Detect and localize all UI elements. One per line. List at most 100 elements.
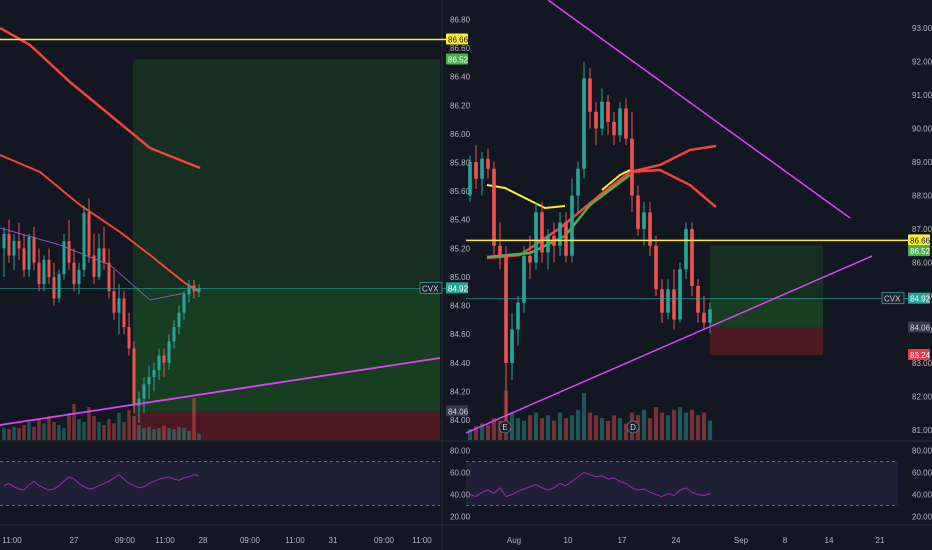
volume-bar [599, 418, 605, 440]
target-price-tag-bg [446, 53, 468, 65]
volume-bar [467, 429, 473, 440]
ma-fast-yellow-line [486, 184, 566, 210]
time-tick-label: 11:00 [2, 536, 22, 545]
time-tick-label: 09:00 [115, 536, 136, 545]
ma-medium-line [0, 154, 201, 293]
volume-bar [177, 426, 181, 440]
volume-bar [142, 428, 146, 440]
volume-bar [72, 404, 76, 440]
candle-body [27, 236, 31, 270]
resistance-price-tag: 86.66 [910, 236, 931, 245]
volume-bar [479, 423, 485, 440]
volume-bar [527, 415, 533, 440]
time-tick-label: 27 [70, 536, 79, 545]
volume-bar [641, 409, 647, 440]
last-price-tag-bg [908, 292, 930, 304]
event-marker-circle[interactable] [498, 420, 512, 434]
volume-bar [677, 407, 683, 440]
candle-body [67, 241, 71, 263]
candle-body [546, 235, 550, 253]
price-tick-label: 84.60 [450, 330, 471, 339]
left-chart-panel[interactable]: 86.80 86.60 86.40 86.20 86.00 85.80 85.60 85.40… [0, 15, 471, 545]
candle-body [510, 329, 514, 363]
volume-bar [82, 422, 86, 440]
candle-body [588, 78, 592, 112]
price-tick-label: 82.00 [912, 392, 932, 401]
right-chart-panel[interactable]: 93.00 92.00 91.00 90.00 89.00 88.00 87.00 86.00… [465, 0, 932, 545]
volume-bar [127, 410, 131, 440]
candle-body [618, 108, 622, 136]
resistance-price-tag-bg [446, 33, 468, 45]
price-tick-label: 93.00 [912, 24, 932, 33]
rsi-tick-label: 80.00 [450, 447, 471, 456]
candle-body [666, 289, 670, 313]
candle-body [606, 101, 610, 122]
stop-zone [133, 411, 440, 440]
time-tick-label: 24 [672, 536, 681, 545]
candle-body [92, 255, 96, 277]
event-marker-circle[interactable] [626, 420, 640, 434]
volume-bar [665, 415, 671, 440]
candle-body [57, 274, 61, 299]
ma-fast-green-line [486, 174, 631, 259]
candle-body [152, 369, 156, 378]
volume-bar [593, 415, 599, 440]
candle-body [504, 255, 508, 363]
candle-body [162, 355, 166, 363]
rsi-tick-label: 20.00 [912, 513, 932, 522]
candle-body [702, 312, 706, 323]
candle-body [172, 326, 176, 342]
time-tick-label: 14 [825, 536, 834, 545]
candle-body [516, 302, 520, 330]
candle-body [72, 262, 76, 285]
volume-bar [102, 425, 106, 440]
candle-body [498, 245, 502, 256]
price-tick-label: 86.60 [450, 44, 471, 53]
candle-body [197, 288, 201, 292]
candle-body [167, 341, 171, 363]
volume-bar [162, 425, 166, 440]
candle-body [107, 262, 111, 292]
candle-body [37, 262, 41, 285]
event-marker-label: E [502, 423, 507, 432]
volume-bar [647, 418, 653, 440]
profit-zone-upper [710, 245, 823, 299]
candle-body [678, 269, 682, 320]
volume-bar [491, 418, 497, 440]
candle-body [630, 138, 634, 196]
entry-price-tag: 84.06 [910, 323, 931, 332]
candle-body [708, 309, 712, 323]
candle-body [612, 121, 616, 136]
candle-body [654, 245, 658, 290]
candle-body [182, 294, 186, 313]
price-tick-label: 91.00 [912, 91, 932, 100]
candle-body [82, 212, 86, 270]
candle-body [47, 259, 51, 277]
volume-bar [569, 415, 575, 440]
price-tick-label: 81.00 [912, 426, 932, 435]
volume-bar [197, 434, 201, 440]
volume-bar [17, 428, 21, 440]
rsi-tick-label: 60.00 [912, 469, 932, 478]
resistance-price-tag-bg [908, 234, 930, 246]
event-marker-label: D [630, 423, 636, 432]
downtrend-line [547, 0, 851, 219]
time-tick-label: 11:00 [155, 536, 175, 545]
symbol-tag-bg [419, 281, 443, 294]
time-tick-label: 8 [783, 536, 788, 545]
price-tick-label: 86.80 [450, 15, 471, 24]
ma-slow-line-tail [629, 144, 717, 174]
time-tick-label: 09:00 [240, 536, 261, 545]
rsi-tick-label: 20.00 [450, 513, 471, 522]
rsi-band [466, 461, 898, 506]
volume-bar [695, 415, 701, 440]
candle-body [648, 212, 652, 246]
volume-bar [707, 420, 713, 440]
candle-body [137, 398, 141, 406]
price-tick-label: 85.80 [450, 158, 471, 167]
candle-body [122, 298, 126, 327]
candle-body [480, 158, 484, 179]
volume-bar [473, 426, 479, 440]
